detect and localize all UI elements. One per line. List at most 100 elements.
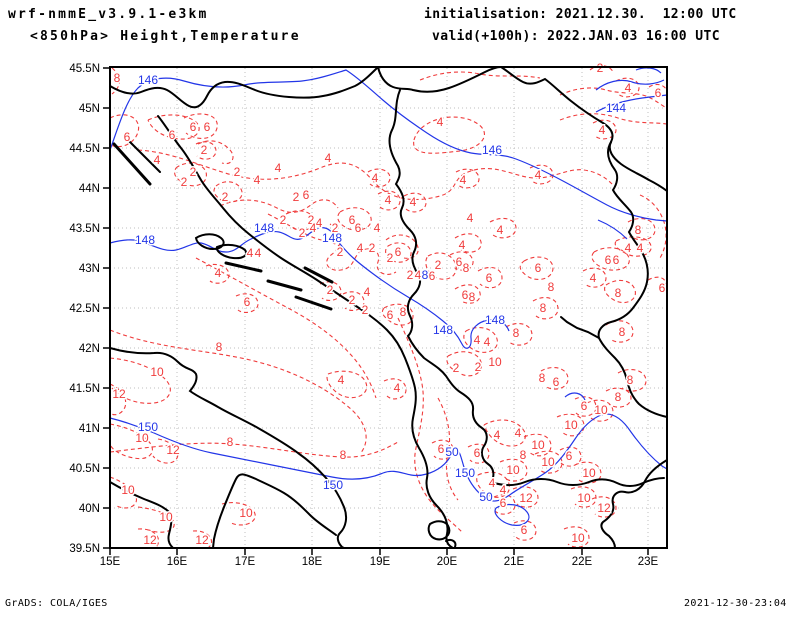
grads-attribution: GrADS: COLA/IGES — [5, 598, 108, 609]
temperature-contour-label: 4 — [467, 211, 474, 225]
temperature-contour-label: 4 — [625, 241, 632, 255]
model-title: wrf-nmmE_v3.9.1-e3km — [8, 7, 209, 22]
lat-axis-label: 43.5N — [69, 223, 100, 235]
temperature-contour-label: 2 — [475, 360, 482, 374]
temperature-contour-label: 10 — [577, 491, 591, 505]
temperature-contour-label: 12 — [166, 443, 180, 457]
temperature-contour-label: 6 — [438, 442, 445, 456]
temperature-contour-label: 6 — [355, 221, 362, 235]
temperature-contour-label: 6 — [566, 449, 573, 463]
temperature-contour-label: 6 — [429, 269, 436, 283]
temperature-contour-label: 4 — [599, 123, 606, 137]
temperature-contour-label: 4 — [372, 171, 379, 185]
temperature-contour-label: 4 — [255, 246, 262, 260]
temperature-contour-label: 6 — [190, 120, 197, 134]
height-contour-label: 50 — [445, 445, 459, 459]
temperature-contour-label: 6 — [456, 255, 463, 269]
lat-axis-label: 39.5N — [69, 543, 100, 555]
temperature-contour-label: 6 — [535, 261, 542, 275]
temperature-contour-label: 12 — [143, 533, 157, 547]
temperature-contour-label: 4 — [500, 483, 507, 497]
temperature-contour-label: 2 — [299, 226, 306, 240]
temperature-contour-label: 8 — [540, 301, 547, 315]
lat-axis-label: 44N — [79, 183, 100, 195]
temperature-contour-label: 6 — [204, 120, 211, 134]
lat-axis-label: 45N — [79, 103, 100, 115]
temperature-contour-label: 4 — [325, 151, 332, 165]
temperature-contour-label: 4 — [357, 241, 364, 255]
lon-axis-label: 20E — [437, 556, 458, 568]
temperature-contour-label: 4 — [254, 173, 261, 187]
temperature-contour-label: 2 — [407, 268, 414, 282]
temperature-contour-label: 2 — [369, 241, 376, 255]
lat-axis-label: 41.5N — [69, 383, 100, 395]
temperature-contour-label: 6 — [387, 308, 394, 322]
temperature-contour-label: 8 — [627, 373, 634, 387]
temperature-contour-label: 4 — [489, 476, 496, 490]
temperature-contour-label: 4 — [637, 241, 644, 255]
lat-axis-label: 44.5N — [69, 143, 100, 155]
temperature-contour-label: 10 — [571, 531, 585, 545]
height-contour-label: 148 — [135, 233, 155, 247]
lat-axis-label: 42.5N — [69, 303, 100, 315]
temperature-contour-label: 8 — [615, 390, 622, 404]
temperature-contour-label: 6 — [500, 496, 507, 510]
lat-axis-label: 40.5N — [69, 463, 100, 475]
temperature-contour-label: 4 — [364, 285, 371, 299]
temperature-contour-label: 4 — [385, 193, 392, 207]
temperature-contour-label: 4 — [316, 216, 323, 230]
height-contour-label: 150 — [323, 478, 343, 492]
temperature-contour-label: 2 — [280, 213, 287, 227]
axis-ticks — [103, 67, 649, 555]
temperature-contour-label: 2 — [362, 303, 369, 317]
height-contour-label: 150 — [455, 466, 475, 480]
temperature-contour-label: 10 — [488, 355, 502, 369]
temperature-contour-label: 8 — [539, 371, 546, 385]
temperature-contour-label: 2 — [332, 221, 339, 235]
height-contour-label: 148 — [322, 231, 342, 245]
temperature-contour-label: 4 — [310, 221, 317, 235]
temperature-contour-label: 10 — [121, 483, 135, 497]
temperature-contour-label: 6 — [659, 281, 666, 295]
valid-time-label: valid(+100h): 2022.JAN.03 16:00 UTC — [432, 29, 720, 44]
temperature-contour-label: 8 — [400, 305, 407, 319]
lat-axis-label: 42N — [79, 343, 100, 355]
temperature-contour-label: 10 — [531, 438, 545, 452]
temperature-contour-label: 6 — [655, 86, 662, 100]
lon-axis-label: 18E — [302, 556, 323, 568]
temperature-contour-label: 6 — [124, 130, 131, 144]
temperature-contour-label: 4 — [374, 221, 381, 235]
temperature-contour-label: 8 — [635, 223, 642, 237]
temperature-contour-label: 10 — [564, 418, 578, 432]
height-contour-label: 148 — [485, 313, 505, 327]
temperature-contour-label: 4 — [338, 373, 345, 387]
temperature-contour-label: 12 — [597, 501, 611, 515]
init-time-label: initialisation: 2021.12.30. 12:00 UTC — [424, 7, 737, 22]
temperature-contour-label: 2 — [181, 175, 188, 189]
temperature-contour-label: 4 — [515, 426, 522, 440]
temperature-contour-label: 4 — [215, 266, 222, 280]
temperature-contour-label: 6 — [303, 188, 310, 202]
temperature-contour-label: 2 — [327, 283, 334, 297]
height-contour-label: 8 — [422, 268, 429, 282]
lon-axis-label: 19E — [370, 556, 391, 568]
temperature-contour-label: 8 — [227, 435, 234, 449]
temperature-contour-label: 6 — [169, 128, 176, 142]
temperature-contour-label: 4 — [590, 271, 597, 285]
temperature-contour-label: 4 — [494, 428, 501, 442]
temperature-contour-label: 4 — [497, 223, 504, 237]
coastlines-borders — [109, 66, 668, 549]
temperature-contour-label: 10 — [159, 510, 173, 524]
temperature-contour-label: 2 — [387, 251, 394, 265]
temperature-contour-label: 4 — [460, 173, 467, 187]
temperature-contour-label: 12 — [112, 387, 126, 401]
lon-axis-label: 15E — [100, 556, 121, 568]
temperature-contour-label: 6 — [486, 271, 493, 285]
temperature-contour-label: 2 — [234, 165, 241, 179]
temperature-contour-label: 10 — [582, 466, 596, 480]
lat-axis-label: 41N — [79, 423, 100, 435]
lat-lon-grid — [110, 68, 667, 548]
height-contour-label: 148 — [254, 221, 274, 235]
